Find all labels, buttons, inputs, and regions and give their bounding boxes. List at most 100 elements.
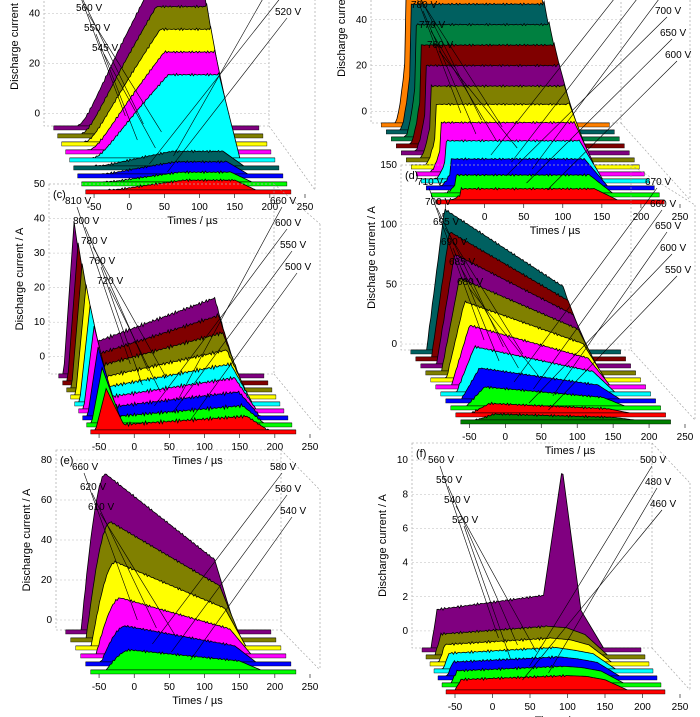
y-tick-label: 0	[34, 109, 40, 120]
y-tick-label: 6	[402, 523, 408, 534]
x-tick-label: 100	[569, 432, 586, 443]
x-axis-label: Times / µs	[535, 715, 586, 717]
chart-panel-d: 0 50 100 150 710 V 700 V 695 V 690 V 685 V 680 V 6…	[366, 160, 696, 457]
x-axis-label: Times / µs	[545, 445, 596, 457]
x-tick-label: 150	[597, 702, 614, 713]
y-axis-label: Discharge current / A	[377, 493, 389, 596]
x-tick-label: 50	[536, 432, 548, 443]
series-leader	[417, 0, 462, 114]
box-edge	[268, 125, 316, 191]
series-leader	[455, 505, 537, 653]
box-edge	[651, 442, 691, 484]
y-tick-label: 8	[402, 489, 408, 500]
series-label: 610 V	[88, 502, 114, 513]
y-tick-label: 20	[29, 59, 41, 70]
series-leader	[552, 231, 668, 397]
x-tick-label: -50	[448, 702, 463, 713]
series-leader	[95, 33, 138, 141]
series-label: 780 V	[411, 0, 437, 11]
x-tick-label: 250	[302, 682, 319, 693]
panel-label: (f)	[416, 448, 426, 460]
x-tick-label: 200	[634, 702, 651, 713]
y-tick-label: 40	[41, 535, 53, 546]
box-edge	[273, 373, 321, 431]
series-label: 550 V	[665, 265, 691, 276]
series-label: 670 V	[645, 177, 671, 188]
series-leader	[511, 0, 637, 163]
series-leader	[505, 16, 668, 177]
series-leader	[533, 209, 663, 390]
series-label: 480 V	[645, 477, 671, 488]
series-leader	[99, 512, 176, 637]
y-tick-label: 60	[41, 495, 53, 506]
chart-panel-c: 0 10 20 30 40 50 810 V 800 V 780 V 760 V 720 V 660 …	[14, 179, 321, 467]
series-label: 780 V	[81, 236, 107, 247]
series-leader	[529, 465, 653, 667]
x-tick-label: 100	[196, 682, 213, 693]
x-axis-label: Times / µs	[167, 215, 218, 227]
series-leader	[81, 0, 126, 117]
series-label: 810 V	[65, 196, 91, 207]
y-axis-label: Discharge current / A	[21, 488, 33, 591]
series-leader	[87, 13, 162, 133]
series-leader	[548, 487, 658, 674]
series-label: 700 V	[425, 197, 451, 208]
series-label: 560 V	[428, 455, 454, 466]
series-label: 685 V	[449, 257, 475, 268]
y-tick-label: 0	[402, 626, 408, 637]
x-tick-label: 200	[633, 212, 650, 223]
y-tick-label: 30	[34, 248, 46, 259]
series-label: 550 V	[436, 475, 462, 486]
y-tick-label: 40	[34, 214, 46, 225]
series-leader	[436, 207, 504, 348]
series-label: 720 V	[97, 276, 123, 287]
box-edge	[280, 449, 321, 491]
box-edge	[280, 629, 321, 671]
y-tick-label: 20	[356, 61, 368, 72]
y-tick-label: 0	[391, 339, 397, 350]
x-axis-label: Times / µs	[172, 695, 223, 707]
x-tick-label: 50	[164, 682, 176, 693]
series-label: 800 V	[73, 216, 99, 227]
series-label: 545 V	[92, 43, 118, 54]
x-tick-label: 0	[131, 442, 137, 453]
x-tick-label: 200	[641, 432, 658, 443]
series-label: 690 V	[441, 237, 467, 248]
y-tick-label: 100	[380, 220, 397, 231]
series-leader	[154, 228, 288, 407]
series-ribbon	[90, 387, 296, 431]
y-axis-label: Discharge current / A	[366, 205, 378, 308]
series-label: 600 V	[665, 50, 691, 61]
series-label: 580 V	[270, 462, 296, 473]
x-tick-label: 250	[672, 702, 689, 713]
series-leader	[430, 30, 497, 142]
x-tick-label: 50	[159, 202, 171, 213]
panel-label: (e)	[60, 455, 73, 467]
series-leader	[439, 465, 499, 639]
series-label: 760 V	[427, 40, 453, 51]
series-label: 540 V	[280, 506, 306, 517]
series-base-strip	[85, 189, 292, 195]
series-leader	[468, 287, 539, 376]
x-tick-label: 100	[554, 212, 571, 223]
y-tick-label: 0	[361, 107, 367, 118]
series-leader	[190, 272, 298, 421]
series-leader	[522, 509, 663, 681]
y-tick-label: 80	[41, 455, 53, 466]
x-tick-label: 150	[226, 202, 243, 213]
series-leader	[92, 246, 167, 379]
box-edge	[620, 122, 691, 201]
series-label: 520 V	[275, 7, 301, 18]
x-axis-label: Times / µs	[530, 225, 581, 237]
y-tick-label: 40	[356, 15, 368, 26]
x-tick-label: 100	[196, 442, 213, 453]
series-leader	[428, 187, 485, 341]
x-tick-label: 100	[191, 202, 208, 213]
series-label: 760 V	[89, 256, 115, 267]
y-tick-label: 50	[34, 179, 46, 190]
series-leader	[190, 516, 293, 661]
x-tick-label: 0	[490, 702, 496, 713]
series-leader	[91, 492, 157, 629]
